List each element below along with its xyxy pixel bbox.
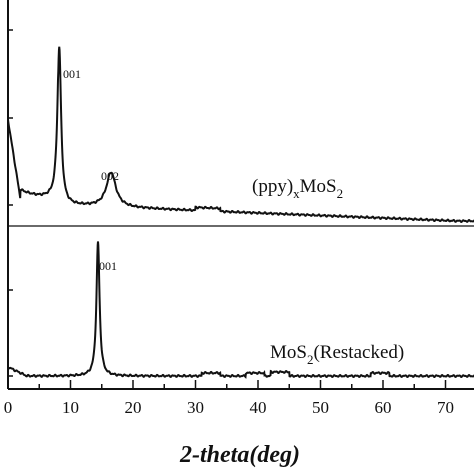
series-label-bottom-sub-2: 2	[307, 352, 314, 367]
series-label-bottom-mid: (Restacked)	[313, 342, 404, 363]
x-axis-title: 2-theta(deg)	[179, 442, 300, 468]
peak-label-bottom-001: 001	[99, 259, 117, 273]
peak-label-top-002: 002	[101, 169, 119, 183]
x-tick-label-70: 70	[437, 398, 454, 417]
series-label-top-sub-2: 2	[337, 186, 344, 201]
x-axis-tick-labels: 0 10 20 30 40 50 60 70	[4, 398, 454, 417]
x-tick-label-30: 30	[187, 398, 204, 417]
series-label-bottom: MoS2(Restacked)	[270, 342, 404, 367]
x-tick-label-40: 40	[250, 398, 267, 417]
series-label-top-main: (ppy)	[252, 176, 293, 197]
series-label-top: (ppy)xMoS2	[252, 176, 343, 201]
series-label-top-mid: MoS	[300, 176, 337, 197]
series-label-top-sub-x: x	[293, 186, 300, 201]
peak-label-top-001: 001	[63, 67, 81, 81]
x-axis-ticks	[7, 380, 447, 389]
x-tick-label-10: 10	[62, 398, 79, 417]
x-tick-label-50: 50	[312, 398, 329, 417]
x-tick-label-20: 20	[125, 398, 142, 417]
series-line-ppyx-mos2	[7, 46, 474, 224]
x-tick-label-0: 0	[4, 398, 13, 417]
series-label-bottom-main: MoS	[270, 342, 307, 363]
series-line-mos2-restacked	[7, 241, 474, 379]
x-tick-label-60: 60	[375, 398, 392, 417]
y-axis-ticks	[8, 29, 13, 377]
